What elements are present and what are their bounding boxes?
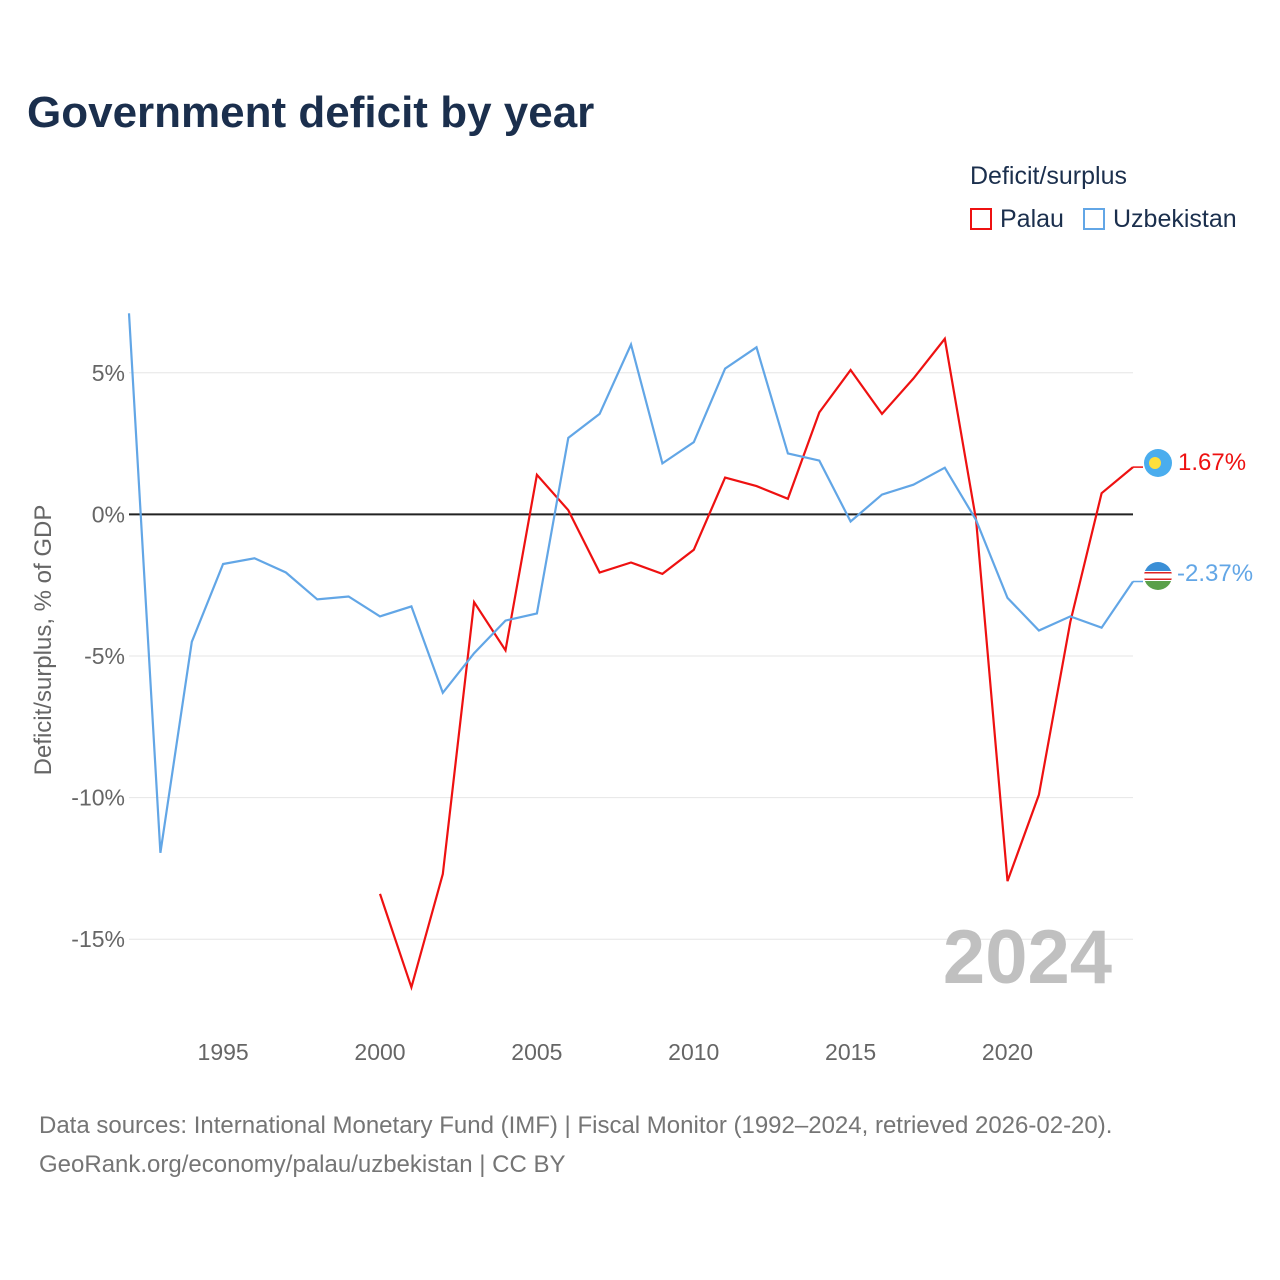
footer: Data sources: International Monetary Fun… (39, 1106, 1112, 1184)
legend-label-palau: Palau (1000, 204, 1064, 233)
legend-swatch-palau (970, 208, 992, 230)
legend-item-uzbekistan[interactable]: Uzbekistan (1083, 204, 1237, 234)
palau-flag-icon (1144, 449, 1172, 477)
x-tick-label: 2020 (982, 1039, 1033, 1065)
year-watermark: 2024 (943, 915, 1112, 1000)
series-line-palau (378, 336, 1134, 992)
y-axis-label: Deficit/surplus, % of GDP (30, 505, 57, 776)
x-axis-ticks: 1995 2000 2005 2010 2015 2020 (198, 1039, 1034, 1065)
x-tick-label: 2000 (354, 1039, 405, 1065)
legend-swatch-uzbekistan (1083, 208, 1105, 230)
footer-link[interactable]: GeoRank.org/economy/palau/uzbekistan | C… (39, 1151, 566, 1178)
line-chart: 5% 0% -5% -10% -15% 1995 2000 2005 2010 2015 2020… (30, 313, 1253, 1065)
series-lines (127, 313, 1143, 992)
end-label-palau: 1.67% (1178, 449, 1246, 476)
chart-title: Government deficit by year (27, 88, 595, 137)
legend-item-palau[interactable]: Palau (970, 204, 1064, 234)
gridlines (129, 372, 1133, 940)
y-tick-label: -15% (71, 926, 125, 952)
footer-sources: Data sources: International Monetary Fun… (39, 1112, 1113, 1139)
y-tick-label: 5% (92, 360, 125, 386)
x-tick-label: 2015 (825, 1039, 876, 1065)
legend-label-uzbekistan: Uzbekistan (1113, 204, 1237, 233)
y-axis-ticks: 5% 0% -5% -10% -15% (71, 360, 125, 952)
y-tick-label: -10% (71, 785, 125, 811)
series-line-uzbekistan (127, 313, 1134, 853)
x-tick-label: 2005 (511, 1039, 562, 1065)
y-tick-label: 0% (92, 501, 125, 527)
x-tick-label: 2010 (668, 1039, 719, 1065)
legend-title: Deficit/surplus (970, 162, 1127, 190)
x-tick-label: 1995 (198, 1039, 249, 1065)
uzbekistan-flag-icon (1144, 562, 1172, 590)
y-tick-label: -5% (84, 643, 125, 669)
end-label-uzbekistan: -2.37% (1177, 560, 1253, 587)
